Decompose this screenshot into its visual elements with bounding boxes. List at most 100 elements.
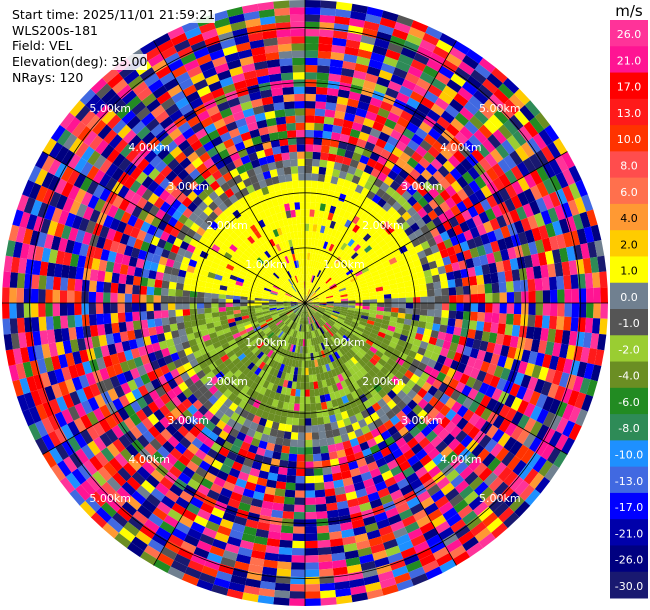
velocity-gate <box>307 289 311 297</box>
velocity-gate <box>337 240 345 249</box>
velocity-gate <box>447 279 456 288</box>
velocity-gate <box>203 437 215 449</box>
velocity-gate <box>522 388 534 403</box>
velocity-gate <box>330 368 338 378</box>
velocity-gate <box>264 347 272 356</box>
velocity-gate <box>479 198 492 212</box>
velocity-gate <box>129 166 143 181</box>
velocity-gate <box>126 235 137 248</box>
velocity-gate <box>542 303 551 316</box>
velocity-gate <box>422 402 434 415</box>
velocity-gate <box>485 303 493 313</box>
velocity-gate <box>318 29 334 38</box>
velocity-gate <box>388 257 398 265</box>
velocity-gate <box>428 260 438 270</box>
velocity-gate <box>372 243 381 253</box>
velocity-gate <box>239 425 250 435</box>
velocity-gate <box>325 363 331 372</box>
velocity-gate <box>445 184 457 197</box>
velocity-gate <box>537 252 548 266</box>
velocity-gate <box>342 440 352 450</box>
velocity-gate <box>305 483 315 491</box>
velocity-gate <box>377 239 387 248</box>
velocity-gate <box>485 167 499 182</box>
velocity-gate <box>336 500 349 510</box>
velocity-gate <box>293 260 298 269</box>
velocity-gate <box>473 129 488 144</box>
velocity-gate <box>562 168 576 186</box>
velocity-gate <box>55 250 66 265</box>
velocity-gate <box>198 318 207 326</box>
velocity-gate <box>68 364 79 379</box>
velocity-gate <box>279 258 286 266</box>
velocity-gate <box>291 216 297 225</box>
velocity-gate <box>482 512 499 528</box>
velocity-gate <box>305 122 315 131</box>
velocity-gate <box>517 176 530 192</box>
velocity-gate <box>418 121 433 134</box>
velocity-gate <box>298 316 302 324</box>
velocity-gate <box>334 110 346 120</box>
velocity-gate <box>318 305 327 309</box>
velocity-gate <box>237 206 247 216</box>
velocity-gate <box>163 265 173 275</box>
velocity-gate <box>258 179 268 189</box>
velocity-gate <box>583 362 595 380</box>
velocity-gate <box>305 353 309 361</box>
velocity-gate <box>284 372 291 381</box>
velocity-gate <box>282 511 295 520</box>
velocity-gate <box>292 533 305 542</box>
velocity-gate <box>294 323 299 331</box>
velocity-gate <box>312 330 317 338</box>
velocity-gate <box>473 109 489 125</box>
velocity-gate <box>369 240 378 249</box>
velocity-gate <box>348 305 356 309</box>
velocity-gate <box>363 164 374 175</box>
velocity-gate <box>179 157 192 169</box>
velocity-gate <box>273 444 283 453</box>
velocity-gate <box>256 269 265 276</box>
velocity-gate <box>354 396 363 406</box>
velocity-gate <box>151 342 161 353</box>
velocity-gate <box>272 368 280 378</box>
velocity-gate <box>182 174 194 186</box>
velocity-gate <box>443 238 454 249</box>
velocity-gate <box>69 489 86 506</box>
velocity-gate <box>136 106 151 121</box>
velocity-gate <box>162 440 175 454</box>
velocity-gate <box>319 318 326 325</box>
velocity-gate <box>297 367 302 376</box>
velocity-gate <box>187 115 201 128</box>
velocity-gate <box>23 196 36 214</box>
velocity-gate <box>398 352 408 361</box>
velocity-gate <box>75 448 90 465</box>
velocity-gate <box>271 335 278 343</box>
velocity-gate <box>444 142 459 156</box>
velocity-gate <box>196 308 205 315</box>
velocity-gate <box>263 37 278 47</box>
velocity-gate <box>313 130 324 138</box>
velocity-gate <box>542 178 556 195</box>
velocity-gate <box>283 297 292 301</box>
velocity-gate <box>286 409 294 418</box>
velocity-gate <box>318 554 333 563</box>
velocity-gate <box>373 278 382 285</box>
velocity-gate <box>493 481 509 497</box>
velocity-gate <box>558 218 570 234</box>
velocity-gate <box>84 256 94 270</box>
velocity-gate <box>220 280 229 287</box>
velocity-gate <box>257 74 271 85</box>
velocity-gate <box>279 323 286 330</box>
velocity-gate <box>226 310 234 316</box>
velocity-gate <box>12 348 23 365</box>
velocity-gate <box>229 66 244 77</box>
velocity-gate <box>268 390 277 400</box>
velocity-gate <box>434 303 443 311</box>
velocity-gate <box>415 466 428 479</box>
velocity-gate <box>597 255 607 273</box>
velocity-gate <box>316 254 321 262</box>
velocity-gate <box>181 398 193 410</box>
velocity-gate <box>580 243 591 259</box>
velocity-gate <box>79 500 96 518</box>
velocity-gate <box>419 290 428 297</box>
